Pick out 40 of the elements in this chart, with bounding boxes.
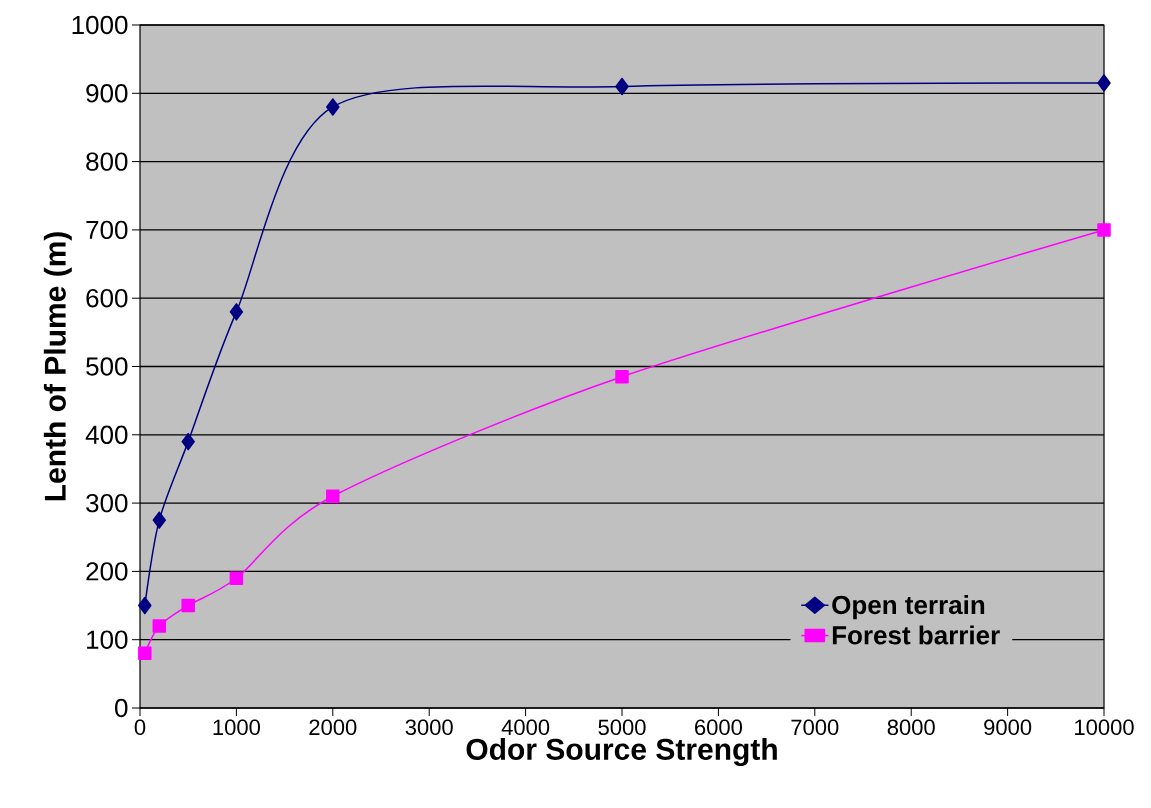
- x-tick-label: 2000: [309, 719, 357, 736]
- y-tick-label: 500: [86, 357, 128, 376]
- y-tick-label: 600: [86, 288, 128, 308]
- legend-label: Open terrain: [832, 595, 985, 620]
- x-tick-label: 4000: [501, 719, 550, 736]
- x-tick-label: 8000: [887, 719, 935, 736]
- y-tick-label: 100: [87, 630, 128, 649]
- point: [152, 511, 167, 529]
- x-tick-label: 9000: [984, 719, 1032, 736]
- y-axis-title: Lenth of Plume (m): [43, 232, 72, 501]
- point: [138, 646, 152, 661]
- x-tick-label: 1000: [213, 719, 260, 736]
- x-tick-label: 3000: [405, 719, 453, 736]
- point: [229, 571, 244, 585]
- x-tick-label: 7000: [791, 719, 839, 736]
- x-tick-label: 0: [134, 719, 146, 736]
- point: [1097, 74, 1111, 92]
- y-tick-label: 700: [86, 220, 128, 240]
- y-tick-label: 1000: [72, 15, 128, 35]
- x-axis-title: Odor Source Strength: [466, 737, 777, 767]
- point: [138, 596, 152, 615]
- y-tick-label: 200: [86, 562, 128, 581]
- x-tick-label: 6000: [695, 719, 743, 736]
- point: [181, 598, 195, 613]
- y-tick-label: 900: [86, 84, 128, 103]
- x-tick-label: 10000: [1075, 719, 1134, 736]
- point: [1097, 223, 1111, 237]
- point: [326, 98, 340, 116]
- y-tick-label: 300: [86, 493, 128, 513]
- y-tick-label: 0: [115, 698, 128, 718]
- point: [152, 619, 167, 633]
- point: [181, 432, 195, 451]
- point: [615, 77, 629, 96]
- point: [615, 369, 629, 384]
- point: [326, 489, 340, 504]
- y-tick-label: 400: [85, 425, 128, 444]
- x-tick-label: 5000: [598, 719, 646, 736]
- y-tick-label: 800: [86, 152, 128, 171]
- point: [229, 303, 244, 321]
- legend-label: Forest barrier: [832, 625, 1000, 645]
